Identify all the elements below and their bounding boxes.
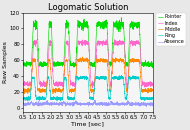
Ring — [67, 98, 69, 100]
Index — [91, 87, 93, 89]
X-axis label: Time [sec]: Time [sec] — [71, 122, 104, 126]
Middle — [81, 56, 84, 58]
Pointer — [151, 64, 154, 65]
Index — [82, 41, 84, 42]
Middle — [67, 70, 69, 72]
Ring — [56, 100, 58, 102]
Middle — [54, 90, 56, 91]
Y-axis label: Raw Samples: Raw Samples — [3, 41, 9, 83]
Absence — [82, 104, 84, 105]
Legend: Pointer, Index, Middle, Ring, Absence: Pointer, Index, Middle, Ring, Absence — [156, 13, 186, 46]
Ring — [90, 98, 92, 99]
Middle — [127, 76, 130, 77]
Absence — [94, 99, 96, 101]
Middle — [150, 90, 152, 91]
Ring — [120, 74, 122, 76]
Index — [127, 75, 130, 77]
Pointer — [127, 62, 129, 63]
Pointer — [151, 67, 154, 69]
Ring — [151, 98, 154, 100]
Line: Pointer: Pointer — [23, 18, 153, 68]
Middle — [52, 93, 54, 95]
Middle — [82, 60, 84, 61]
Absence — [67, 102, 69, 103]
Title: Logomatic Solution: Logomatic Solution — [48, 4, 128, 12]
Pointer — [22, 63, 24, 65]
Absence — [146, 106, 148, 107]
Ring — [82, 76, 84, 78]
Index — [151, 82, 154, 84]
Absence — [127, 102, 129, 104]
Absence — [90, 104, 92, 105]
Index — [22, 84, 24, 85]
Pointer — [120, 17, 122, 18]
Pointer — [150, 63, 152, 64]
Line: Ring: Ring — [23, 75, 153, 101]
Absence — [150, 105, 152, 107]
Pointer — [82, 22, 84, 24]
Index — [150, 85, 152, 87]
Ring — [150, 98, 152, 100]
Pointer — [67, 25, 69, 27]
Middle — [22, 88, 24, 89]
Line: Middle: Middle — [23, 57, 153, 94]
Absence — [22, 102, 24, 103]
Line: Index: Index — [23, 40, 153, 88]
Index — [53, 84, 56, 86]
Index — [114, 39, 116, 40]
Pointer — [53, 63, 56, 64]
Index — [90, 85, 92, 87]
Line: Absence: Absence — [23, 100, 153, 107]
Middle — [90, 90, 92, 92]
Ring — [53, 97, 56, 99]
Ring — [22, 97, 24, 98]
Ring — [127, 80, 130, 82]
Absence — [53, 102, 56, 103]
Pointer — [90, 64, 92, 66]
Middle — [151, 90, 154, 91]
Index — [67, 44, 69, 45]
Absence — [151, 104, 154, 105]
